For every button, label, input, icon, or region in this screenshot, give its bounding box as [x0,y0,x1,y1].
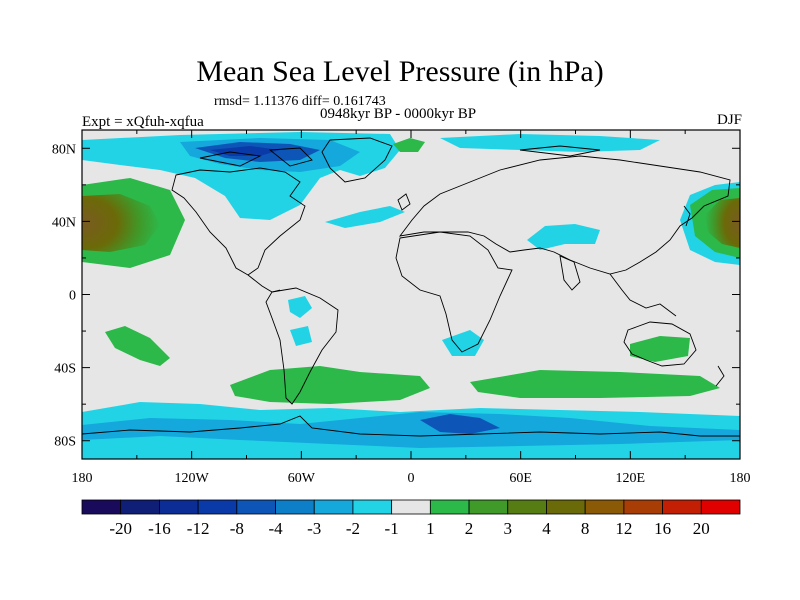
colorbar-label: 2 [465,519,474,538]
colorbar-label: 20 [693,519,710,538]
colorbar-label: 3 [504,519,513,538]
y-tick-label: 40S [54,362,76,377]
coastline-india [559,255,581,291]
subtitle-period: 0948kyr BP - 0000kyr BP [320,106,477,122]
x-tick-label: 120E [616,471,646,486]
colorbar-label: -12 [187,519,210,538]
coastline-africa [395,231,513,353]
colorbar-swatch [584,499,625,515]
colorbar-swatch [159,499,199,515]
anomaly-atlantic-cyan [325,206,405,228]
coastlines [82,137,740,437]
coastline-greenland [321,137,393,183]
y-tick-label: 80S [54,435,76,450]
anomaly-samerica-cyan [288,296,312,318]
colorbar-label: 1 [426,519,435,538]
colorbar-label: 12 [615,519,632,538]
coastline-antarctica [82,415,740,437]
season-label: DJF [716,112,742,128]
colorbar-swatch [236,499,276,515]
colorbar-swatch [391,499,431,515]
anomaly-australia-green [630,336,690,362]
colorbar-label: -1 [385,519,399,538]
colorbar-swatch [197,499,238,515]
colorbar-label: -8 [230,519,244,538]
coastline-australia [623,321,697,367]
map-plot [82,130,740,459]
anomaly-mideast-cyan [527,224,600,250]
anomaly-arctic-green [393,138,425,152]
colorbar-swatch [352,499,393,515]
x-tick-label: 60E [509,471,532,486]
anomaly-antarctic-blue [420,414,500,434]
colorbar-label: -16 [148,519,171,538]
colorbar-label: -4 [268,519,283,538]
colorbar-swatch [662,499,702,515]
y-axis: 80N 40N 0 40S 80S [52,142,740,450]
x-tick-label: 180 [730,471,751,486]
colorbar-swatch [429,499,470,515]
colorbar-swatch [81,499,122,515]
anomaly-npacific-brown-left [82,194,160,252]
coastline-eurasia [398,155,731,275]
x-axis: 180 120W 60W 0 60E 120E 180 [72,130,751,486]
anomaly-samerica-cyan-2 [290,326,312,346]
x-tick-label: 120W [175,471,210,486]
anomaly-arctic-east-cyan [440,134,660,152]
colorbar-swatch [546,499,586,515]
coastline-southeast-asia [609,273,677,317]
x-tick-label: 0 [408,471,415,486]
colorbar-swatch [700,499,741,515]
subtitle-stats: rmsd= 1.11376 diff= 0.161743 [214,94,386,109]
anomaly-arctic-darkblue [210,146,280,156]
coastline-south-america [265,287,339,405]
x-tick-label: 60W [288,471,316,486]
anomaly-spacific-green [105,326,170,366]
x-tick-label: 180 [72,471,93,486]
colorbar-label: -2 [346,519,360,538]
y-tick-label: 0 [69,289,76,304]
colorbar-swatch [507,499,547,515]
colorbar-label: 16 [654,519,671,538]
anomaly-africa-cyan [442,330,484,356]
coastline-japan [683,205,691,227]
colorbar-swatch [468,499,509,515]
coastline-north-america [171,167,306,276]
anomaly-southern-green-1 [230,366,430,404]
anomaly-antarctic-cyan-low [82,436,740,459]
colorbar-swatch [120,499,160,515]
colorbar-swatch [313,499,354,515]
coastline-uk [397,193,411,211]
coastline-new-zealand [715,365,725,387]
anomaly-southern-green-2 [470,370,720,398]
colorbar-label: 8 [581,519,590,538]
colorbar-label: -3 [307,519,321,538]
colorbar-label: -20 [109,519,132,538]
coastline-arctic-islands [199,145,601,167]
experiment-label: Expt = xQfuh-xqfua [82,114,204,130]
colorbar-swatch [623,499,663,515]
y-tick-label: 40N [52,215,76,230]
colorbar-label: 4 [542,519,551,538]
colorbar-swatch [275,499,315,515]
y-tick-label: 80N [52,142,76,157]
anomaly-npacific-brown-right [705,198,740,248]
chart-title: Mean Sea Level Pressure (in hPa) [196,55,604,88]
colorbar: -20 -16 -12 -8 -4 -3 -2 -1 1 2 3 4 8 12 16 20 [81,499,741,538]
